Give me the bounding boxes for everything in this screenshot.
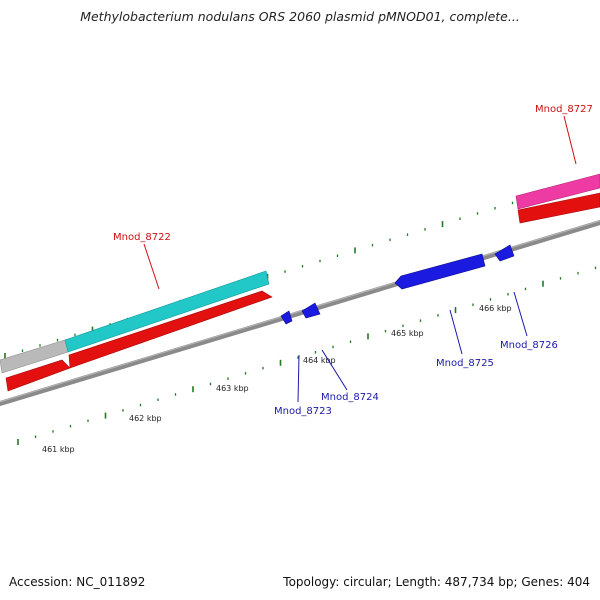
- gene-label-mnod-8726[interactable]: Mnod_8726: [500, 340, 558, 351]
- leader-mnod-8722: [143, 243, 160, 290]
- scale-label-461: 461 kbp: [42, 445, 75, 454]
- leader-mnod-8723: [297, 354, 300, 403]
- scale-label-465: 465 kbp: [391, 329, 424, 338]
- feature-cyan-mnod-8722[interactable]: [64, 270, 270, 353]
- forward-features: [0, 173, 600, 392]
- scale-label-466: 466 kbp: [479, 304, 512, 313]
- scale-label-463: 463 kbp: [216, 384, 249, 393]
- label-leaders: [143, 115, 577, 403]
- feature-red-right[interactable]: [517, 192, 600, 224]
- gene-label-mnod-8727[interactable]: Mnod_8727: [535, 104, 593, 115]
- gene-label-mnod-8722[interactable]: Mnod_8722: [113, 232, 171, 243]
- gene-label-mnod-8724[interactable]: Mnod_8724: [321, 392, 379, 403]
- leader-mnod-8726: [513, 291, 528, 337]
- inner-tick-row: [17, 266, 597, 445]
- scale-label-464: 464 kbp: [303, 356, 336, 365]
- feature-blue-mnod-8723[interactable]: [280, 310, 293, 325]
- scale-labels: 461 kbp 462 kbp 463 kbp 464 kbp 465 kbp …: [42, 304, 512, 454]
- feature-blue-mnod-8724[interactable]: [301, 302, 321, 319]
- gene-label-mnod-8723[interactable]: Mnod_8723: [274, 406, 332, 417]
- gene-label-mnod-8725[interactable]: Mnod_8725: [436, 358, 494, 369]
- map-title: Methylobacterium nodulans ORS 2060 plasm…: [80, 9, 520, 24]
- feature-pink-mnod-8727[interactable]: [515, 173, 600, 210]
- feature-red-main[interactable]: [68, 290, 273, 369]
- leader-mnod-8724: [321, 349, 348, 391]
- feature-blue-mnod-8725[interactable]: [394, 253, 486, 290]
- topology-summary: Topology: circular; Length: 487,734 bp; …: [283, 575, 590, 589]
- reverse-features: [280, 244, 515, 325]
- leader-mnod-8725: [449, 309, 463, 355]
- gene-labels: Mnod_8722 Mnod_8727 Mnod_8723 Mnod_8724 …: [113, 104, 593, 417]
- scale-label-462: 462 kbp: [129, 414, 162, 423]
- leader-mnod-8727: [563, 115, 577, 165]
- feature-blue-mnod-8726[interactable]: [494, 244, 515, 262]
- accession-text: Accession: NC_011892: [9, 575, 146, 589]
